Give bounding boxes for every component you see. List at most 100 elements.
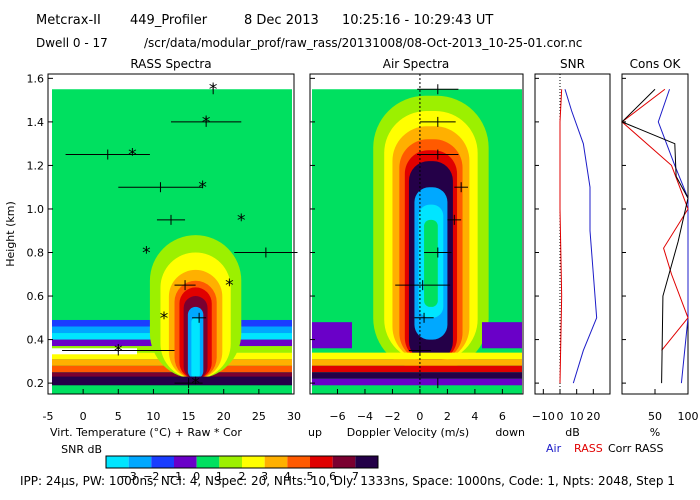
air-frame xyxy=(309,73,524,395)
rass-cor-point: * xyxy=(209,80,218,100)
legend-air: Air xyxy=(546,442,562,455)
air-right-patch xyxy=(482,322,522,349)
colorbar-tick-label: −3 xyxy=(121,470,137,483)
air-band xyxy=(312,352,522,360)
colorbar-cell xyxy=(242,456,265,468)
air-xtick-label: −6 xyxy=(329,410,345,423)
colorbar-tick-label: 2 xyxy=(239,470,246,483)
rass-cor-point: * xyxy=(128,146,137,166)
air-band xyxy=(312,372,522,379)
rass-xtick-label: 15 xyxy=(182,410,196,423)
colorbar-label: SNR dB xyxy=(61,443,102,456)
colorbar-cell xyxy=(151,456,174,468)
snr-xlabel: dB xyxy=(565,426,580,439)
rass-ytick-label: 1.6 xyxy=(27,72,45,85)
rass-white-band xyxy=(52,348,137,355)
colorbar-tick-label: 3 xyxy=(261,470,268,483)
header-time-range: 10:25:16 - 10:29:43 UT xyxy=(342,13,494,28)
colorbar-tick-label: 1 xyxy=(216,470,223,483)
rass-xtick-label: 5 xyxy=(115,410,122,423)
colorbar-cell xyxy=(196,456,220,468)
header-file-path: /scr/data/modular_prof/raw_rass/20131008… xyxy=(144,36,583,50)
rass-ytick-label: 1.4 xyxy=(27,116,45,129)
colorbar-cell xyxy=(332,456,356,468)
rass-bottom-band xyxy=(52,376,292,384)
header-dwell: Dwell 0 - 17 xyxy=(36,36,108,50)
snr-panel: −10 0 10 20 SNR dB xyxy=(532,57,611,439)
snr-frame xyxy=(534,73,611,395)
colorbar-cell xyxy=(264,456,288,468)
rass-title: RASS Spectra xyxy=(130,57,211,71)
cons-series-rass xyxy=(621,88,689,351)
rass-xtick-label: -5 xyxy=(43,410,54,423)
colorbar-frame xyxy=(105,455,379,469)
colorbar-tick-label: 7 xyxy=(352,470,359,483)
air-xtick-label: 2 xyxy=(444,410,451,423)
rass-ytick-label: 0.6 xyxy=(27,290,45,303)
cons-xlabel: % xyxy=(650,426,660,439)
legend-rass: RASS xyxy=(574,442,603,455)
rass-xtick-label: 20 xyxy=(217,410,231,423)
snr-series-air xyxy=(564,89,598,384)
snr-xtick-label: 20 xyxy=(586,410,600,423)
snr-xtick-label: 10 xyxy=(570,410,584,423)
rass-cor-point: * xyxy=(225,276,234,296)
snr-title: SNR xyxy=(560,57,585,71)
snr-colorbar: SNR dB −3 −2 −1 0 1 2 3 4 5 6 7 xyxy=(61,443,379,483)
cons-ok-panel: 50 100 Cons OK% xyxy=(621,57,699,439)
air-spectra-panel: −6 −4 −2 0 2 4 6 Air Spectra Doppler Velocity (m… xyxy=(308,57,525,439)
colorbar-tick-label: −1 xyxy=(166,470,182,483)
colorbar-cell xyxy=(287,456,310,468)
colorbar-tick-label: 6 xyxy=(329,470,336,483)
rass-xtick-label: 10 xyxy=(146,410,160,423)
rass-ytick-label: 1.2 xyxy=(27,159,45,172)
snr-xtick-label: −10 xyxy=(532,410,555,423)
air-xtick-label: 6 xyxy=(499,410,506,423)
rass-ytick-label: 0.2 xyxy=(27,377,45,390)
colorbar-tick-label: 4 xyxy=(284,470,291,483)
snr-series-rass xyxy=(559,89,563,384)
air-xtick-label: 4 xyxy=(471,410,478,423)
air-band xyxy=(312,365,522,373)
cons-frame xyxy=(621,73,689,395)
header-instrument: Metcrax-II xyxy=(36,13,101,28)
air-title: Air Spectra xyxy=(383,57,450,71)
header-date: 8 Dec 2013 xyxy=(244,13,319,28)
rass-spectra-panel: -5 0 5 10 15 20 25 30 0.2 0.4 0.6 0.8 1.0 1.2 1.4 1.6 RA… xyxy=(4,57,301,439)
rass-cor-point: * xyxy=(160,309,169,329)
rass-cor-point: * xyxy=(237,211,246,231)
colorbar-cell xyxy=(128,456,152,468)
cons-series-corr-rass xyxy=(621,88,689,384)
colorbar-tick-label: 0 xyxy=(193,470,200,483)
rass-xtick-label: 0 xyxy=(80,410,87,423)
footer-params: IPP: 24μs, PW: 1000ns, NCI: 4, NSpec: 20… xyxy=(20,474,675,488)
colorbar-cell xyxy=(174,456,197,468)
rass-band xyxy=(52,372,292,379)
rass-plume xyxy=(191,317,200,379)
rass-cor-point: * xyxy=(191,374,200,394)
rass-xtick-label: 25 xyxy=(252,410,266,423)
cons-title: Cons OK xyxy=(630,57,682,71)
air-xtick-label: −2 xyxy=(384,410,400,423)
rass-cor-point: * xyxy=(114,341,123,361)
air-xtick-label: 0 xyxy=(416,410,423,423)
snr-xtick-label: 0 xyxy=(557,410,564,423)
air-xlabel: Doppler Velocity (m/s) xyxy=(347,426,469,439)
rass-xtick-label: 30 xyxy=(287,410,301,423)
colorbar-tick-label: −2 xyxy=(143,470,159,483)
rass-cor-point: * xyxy=(198,178,207,198)
legend-corr-rass: Corr RASS xyxy=(608,442,664,455)
header-site: 449_Profiler xyxy=(130,13,208,28)
rass-xlabel: Virt. Temperature (°C) + Raw * Cor xyxy=(50,426,242,439)
colorbar-tick-label: 5 xyxy=(307,470,314,483)
rass-ytick-label: 0.4 xyxy=(27,334,45,347)
rass-frame xyxy=(47,73,295,395)
cons-xtick-label: 50 xyxy=(648,410,662,423)
air-up-label: up xyxy=(308,426,322,439)
air-xtick-label: −4 xyxy=(357,410,373,423)
colorbar-cell xyxy=(355,456,378,468)
colorbar-cell xyxy=(106,456,129,468)
air-band xyxy=(312,359,522,366)
cons-xtick-label: 100 xyxy=(678,410,699,423)
